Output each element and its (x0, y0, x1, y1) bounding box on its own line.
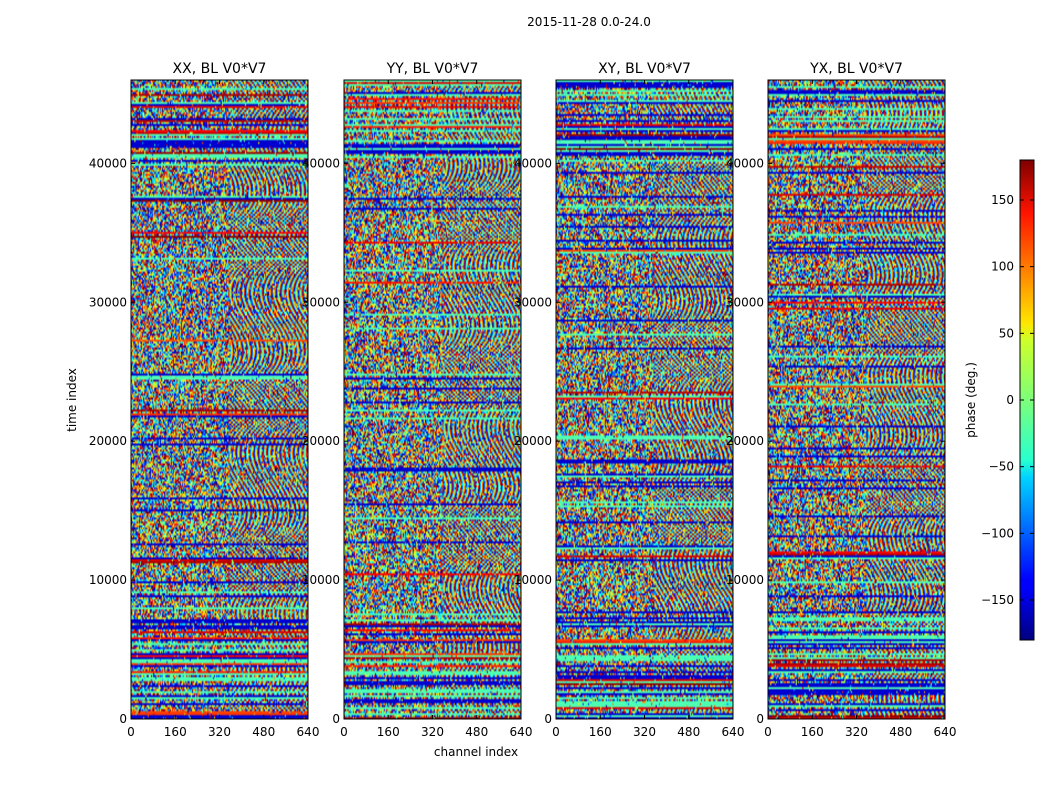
panel-3-heatmap (556, 80, 733, 719)
x-axis-label: channel index (434, 745, 518, 759)
colorbar-tick-label: 150 (991, 193, 1014, 207)
panel-4-title: YX, BL V0*V7 (809, 61, 903, 77)
y-tick-label: 20000 (514, 434, 552, 448)
colorbar-tick-label: 50 (999, 326, 1014, 340)
panel-4-heatmap (768, 80, 945, 719)
panel-2-title: YY, BL V0*V7 (386, 61, 479, 77)
colorbar-tick-label: −150 (981, 593, 1014, 607)
y-tick-label: 30000 (302, 295, 340, 309)
panels-group: XX, BL V0*V7 0 160 320 480 640 0 10000 20000 3000… (89, 61, 957, 739)
x-tick-label: 160 (801, 725, 824, 739)
x-tick-label: 0 (340, 725, 348, 739)
colorbar-tick-label: 0 (1006, 393, 1014, 407)
y-tick-label: 10000 (89, 573, 127, 587)
colorbar-tick-label: 100 (991, 260, 1014, 274)
x-tick-label: 480 (889, 725, 912, 739)
x-tick-label: 640 (510, 725, 533, 739)
panel-3: XY, BL V0*V7 0 160 320 480 640 0 10000 20000 3000… (514, 61, 745, 739)
panel-2-heatmap (344, 80, 521, 719)
colorbar-tick-label: −50 (989, 460, 1014, 474)
figure-suptitle: 2015-11-28 0.0-24.0 (527, 15, 651, 29)
x-tick-label: 0 (127, 725, 135, 739)
y-tick-label: 0 (544, 712, 552, 726)
x-tick-label: 320 (845, 725, 868, 739)
colorbar-ticks: 150 100 50 0 −50 −100 −150 (981, 193, 1034, 607)
x-tick-label: 0 (552, 725, 560, 739)
y-tick-label: 40000 (302, 156, 340, 170)
x-tick-label: 0 (764, 725, 772, 739)
y-tick-label: 20000 (302, 434, 340, 448)
x-tick-label: 480 (465, 725, 488, 739)
x-tick-label: 320 (208, 725, 231, 739)
x-tick-label: 480 (252, 725, 275, 739)
colorbar: 150 100 50 0 −50 −100 −150 phase (deg.) (964, 159, 1035, 641)
panel-1-title: XX, BL V0*V7 (173, 61, 267, 77)
y-tick-label: 30000 (89, 295, 127, 309)
y-tick-label: 20000 (726, 434, 764, 448)
x-tick-label: 160 (589, 725, 612, 739)
y-tick-label: 20000 (89, 434, 127, 448)
x-tick-label: 320 (421, 725, 444, 739)
x-tick-label: 640 (722, 725, 745, 739)
panel-1-heatmap (131, 80, 308, 719)
x-tick-label: 320 (633, 725, 656, 739)
panel-2: YY, BL V0*V7 0 160 320 480 640 0 10000 20000 3000… (302, 61, 533, 739)
y-tick-label: 10000 (514, 573, 552, 587)
x-tick-label: 640 (297, 725, 320, 739)
y-tick-label: 40000 (726, 156, 764, 170)
y-tick-label: 0 (119, 712, 127, 726)
x-tick-label: 480 (677, 725, 700, 739)
panel-1: XX, BL V0*V7 0 160 320 480 640 0 10000 20000 3000… (89, 61, 320, 739)
x-tick-label: 160 (377, 725, 400, 739)
y-tick-label: 0 (332, 712, 340, 726)
colorbar-label: phase (deg.) (964, 362, 978, 438)
panel-4: YX, BL V0*V7 0 160 320 480 640 0 10000 20000 3000… (726, 61, 957, 739)
y-tick-label: 40000 (514, 156, 552, 170)
y-tick-label: 0 (756, 712, 764, 726)
y-tick-label: 30000 (726, 295, 764, 309)
colorbar-tick-label: −100 (981, 526, 1014, 540)
y-axis-label: time index (65, 368, 79, 432)
y-tick-label: 10000 (302, 573, 340, 587)
panel-3-title: XY, BL V0*V7 (598, 61, 691, 77)
x-tick-label: 640 (934, 725, 957, 739)
y-tick-label: 40000 (89, 156, 127, 170)
x-tick-label: 160 (164, 725, 187, 739)
y-tick-label: 30000 (514, 295, 552, 309)
y-tick-label: 10000 (726, 573, 764, 587)
